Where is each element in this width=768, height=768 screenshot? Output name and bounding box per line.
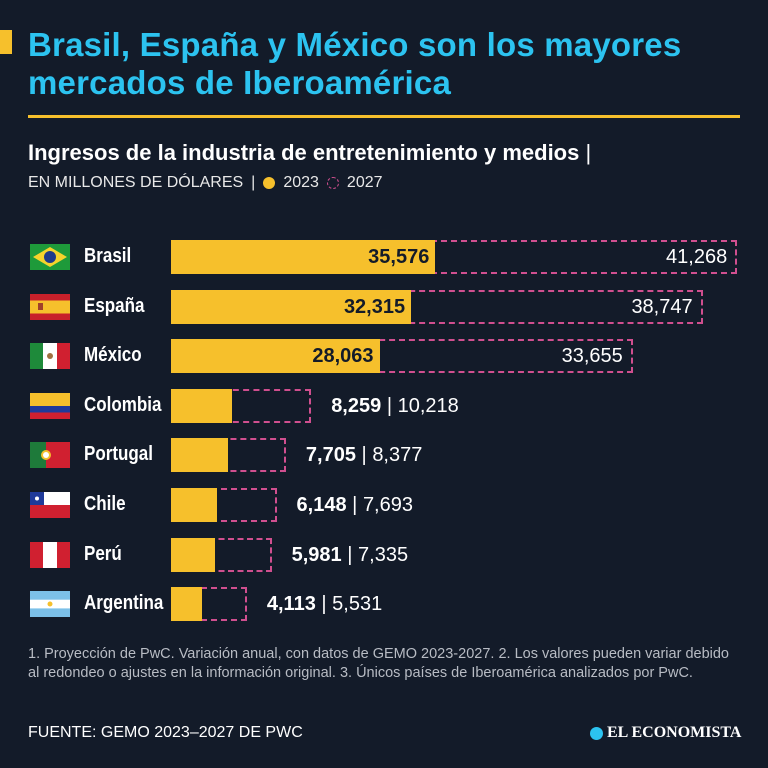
bar-row-chile: Chile 6,148 | 7,693 (0, 488, 768, 522)
footnotes: 1. Proyección de PwC. Variación anual, c… (28, 646, 729, 681)
value-labels: 5,981 | 7,335 (291, 543, 409, 566)
bar-row-méxico: México 28,063 33,655 (0, 339, 768, 374)
value-2027-label: 38,747 (631, 295, 693, 318)
flag-icon (30, 244, 70, 270)
value-2027-label: 10,218 (397, 394, 459, 417)
country-label: Colombia (84, 393, 162, 416)
country-label: Perú (84, 542, 122, 565)
units-legend: EN MILLONES DE DÓLARES | 2023 2027 (28, 174, 383, 191)
bar-row-argentina: Argentina 4,113 | 5,531 (0, 587, 768, 622)
logo: EL ECONOMISTA (590, 724, 741, 742)
flag-icon (30, 442, 70, 469)
chart-title: Ingresos de la industria de entretenimie… (28, 140, 592, 165)
bar-row-portugal: Portugal 7,705 | 8,377 (0, 438, 768, 473)
bar-2023 (171, 587, 202, 622)
bar-row-perú: Perú 5,981 | 7,335 (0, 537, 768, 572)
value-labels: 7,705 | 8,377 (305, 444, 423, 467)
legend-2027-label: 2027 (346, 174, 383, 191)
value-2023-label: 28,063 (312, 345, 374, 368)
title-accent (0, 30, 12, 54)
legend-2027-swatch (326, 177, 339, 189)
value-2023-label: 35,576 (368, 246, 430, 268)
value-2023-label: 8,259 (331, 394, 382, 417)
country-label: España (84, 294, 145, 317)
bar-row-brasil: Brasil 35,576 41,268 (0, 240, 768, 274)
globe-icon (590, 726, 603, 740)
bar-row-colombia: Colombia 8,259 | 10,218 (0, 388, 768, 423)
value-2027-label: 7,693 (362, 494, 413, 516)
units-label: EN MILLONES DE DÓLARES (28, 174, 244, 191)
value-2023-label: 4,113 (266, 593, 316, 616)
value-2023-label: 32,315 (343, 295, 406, 318)
bar-2023 (171, 488, 217, 522)
value-2027-label: 7,335 (358, 543, 409, 566)
country-label: México (84, 344, 142, 367)
flag-icon (30, 492, 70, 518)
bar-2023 (171, 537, 216, 572)
bar-2023 (171, 339, 380, 374)
bar-2023 (171, 289, 412, 324)
legend-2023-label: 2023 (283, 174, 319, 191)
source: FUENTE: GEMO 2023–2027 DE PWC (28, 724, 303, 741)
headline: Brasil, España y México son los mayores … (28, 26, 682, 101)
value-2023-label: 7,705 (305, 444, 356, 467)
value-labels: 6,148 | 7,693 (296, 494, 413, 516)
value-2023-label: 5,981 (291, 543, 342, 566)
value-2027-label: 33,655 (561, 345, 623, 368)
value-2027-label: 8,377 (372, 444, 423, 467)
bar-2023 (171, 388, 233, 423)
flag-icon (30, 343, 70, 370)
bar-2023 (171, 438, 229, 473)
value-labels: 8,259 | 10,218 (331, 394, 459, 417)
value-2027-label: 5,531 (332, 593, 383, 616)
divider (28, 115, 740, 118)
country-label: Argentina (84, 592, 164, 615)
country-label: Portugal (84, 443, 153, 466)
value-2027-label: 41,268 (666, 246, 728, 268)
flag-icon (30, 293, 70, 320)
legend-2023-swatch (263, 177, 276, 189)
value-labels: 4,113 | 5,531 (266, 593, 383, 616)
country-label: Brasil (84, 245, 132, 267)
flag-icon (30, 591, 70, 618)
country-label: Chile (84, 493, 126, 515)
flag-icon (30, 541, 70, 568)
flag-icon (30, 392, 70, 419)
value-2023-label: 6,148 (296, 494, 347, 516)
bar-row-españa: España 32,315 38,747 (0, 289, 768, 324)
bar-2023 (171, 240, 436, 274)
